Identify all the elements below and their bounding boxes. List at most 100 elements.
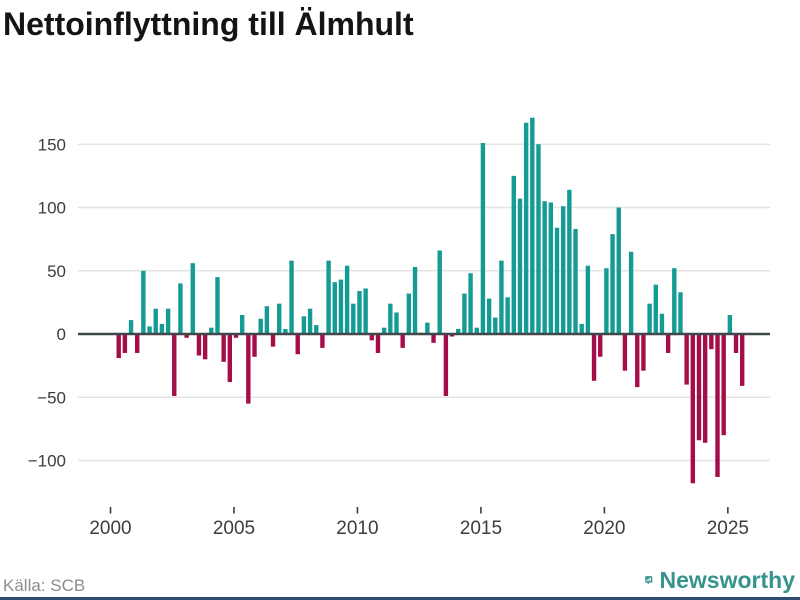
bar [486, 298, 492, 334]
bar [314, 325, 319, 334]
bar [665, 334, 671, 353]
y-axis-tick-label: 150 [38, 135, 66, 154]
bar [246, 334, 251, 404]
bar [270, 334, 276, 347]
bar [135, 334, 140, 353]
bar [542, 201, 547, 334]
bar [684, 334, 689, 385]
bar [715, 334, 720, 477]
bar [128, 320, 134, 334]
bar [122, 334, 128, 353]
newsworthy-logo: Newsworthy [645, 562, 795, 598]
bar [554, 227, 560, 334]
bar [209, 327, 214, 334]
bar [196, 334, 202, 356]
bar [659, 313, 665, 334]
bar [443, 334, 449, 396]
bar [511, 175, 516, 335]
bar [616, 207, 621, 334]
bar [635, 334, 640, 388]
bar [505, 297, 510, 334]
bar [172, 334, 177, 396]
bar [647, 303, 652, 334]
bar [462, 293, 467, 334]
bar [653, 284, 658, 334]
bar [579, 323, 584, 334]
y-axis-tick-label: 50 [47, 262, 66, 281]
x-axis-tick-label: 2005 [213, 518, 255, 539]
bar [264, 306, 270, 334]
bar [499, 260, 504, 334]
bar [215, 277, 220, 334]
bar [178, 283, 183, 334]
bar [202, 334, 208, 360]
bar [320, 334, 325, 348]
bar [307, 308, 313, 334]
newsworthy-logo-text: Newsworthy [659, 566, 795, 593]
bar [283, 328, 288, 334]
bar [672, 268, 677, 334]
bar [536, 144, 541, 334]
bar [326, 260, 331, 334]
bar [301, 316, 307, 334]
bar [338, 279, 344, 334]
bar [431, 334, 436, 343]
bar [344, 265, 350, 334]
bar [165, 308, 171, 334]
bar [153, 308, 158, 334]
bar [474, 327, 479, 334]
bar [493, 317, 498, 335]
bar [628, 251, 634, 334]
x-axis-tick-label: 2015 [460, 518, 502, 539]
x-axis-tick-label: 2020 [583, 518, 625, 539]
bar [740, 334, 745, 386]
bar [289, 260, 294, 334]
bar [351, 303, 356, 334]
bar [357, 290, 362, 334]
bar [709, 334, 714, 350]
bar [184, 334, 189, 338]
x-axis-tick-label: 2000 [89, 518, 131, 539]
bar [678, 292, 683, 334]
bar [363, 288, 368, 334]
bar [523, 122, 529, 334]
bar [141, 270, 146, 334]
bar [585, 265, 591, 334]
bar [425, 322, 430, 334]
bottom-border [0, 597, 800, 600]
bar [573, 229, 578, 334]
bar [116, 334, 121, 359]
bar [375, 334, 381, 353]
bar [696, 334, 702, 441]
bar [258, 318, 263, 334]
bar [381, 327, 387, 334]
bar [437, 250, 442, 334]
bar [517, 198, 523, 334]
bar [727, 315, 733, 334]
chart-title: Nettoinflyttning till Älmhult [3, 6, 414, 42]
x-axis-tick-label: 2025 [707, 518, 749, 539]
bar [641, 334, 646, 371]
bar [159, 323, 165, 334]
bar [610, 234, 615, 334]
bar [480, 142, 486, 334]
bar [733, 334, 739, 353]
bar [604, 268, 609, 334]
newsworthy-logo-icon [645, 576, 653, 585]
bar [369, 334, 375, 341]
bar [388, 303, 393, 334]
y-axis-tick-label: 0 [57, 325, 66, 344]
source-caption: Källa: SCB [3, 576, 86, 595]
bar [239, 315, 245, 334]
bar [560, 206, 566, 334]
bar [190, 263, 195, 334]
bar [548, 202, 554, 334]
bar [412, 266, 418, 334]
bar [702, 334, 708, 443]
bar [277, 303, 282, 334]
bar [567, 189, 572, 334]
bar-chart: 150 100 50 0 −50 −100 2000 2005 2010 2015 2020 2025 [28, 117, 770, 539]
bar [394, 312, 399, 334]
x-axis-tick-label: 2010 [336, 518, 378, 539]
bar [598, 334, 603, 357]
